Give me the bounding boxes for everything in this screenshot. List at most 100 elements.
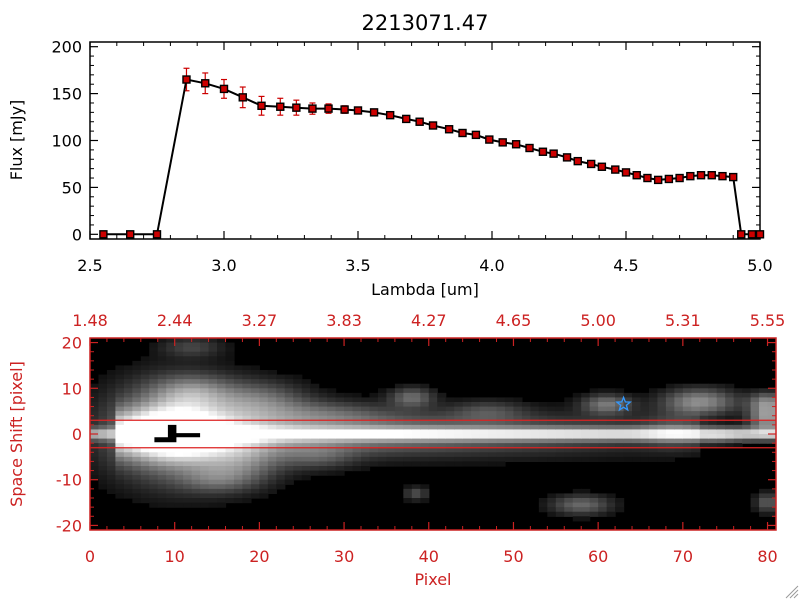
heatmap-cell <box>166 365 176 371</box>
heatmap-cell <box>598 511 608 517</box>
heatmap-cell <box>208 383 218 389</box>
heatmap-cell <box>166 392 176 399</box>
heatmap-cell <box>623 415 633 421</box>
heatmap-cell <box>581 502 591 508</box>
heatmap-cell <box>310 411 320 417</box>
heatmap-cell <box>369 424 379 431</box>
heatmap-cell <box>293 434 303 440</box>
heatmap-cell <box>606 415 616 421</box>
heatmap-cell <box>403 424 413 431</box>
heatmap-cell <box>767 498 776 504</box>
heatmap-cell <box>301 383 311 389</box>
heatmap-cell <box>90 392 100 399</box>
heatmap-cell <box>623 392 633 399</box>
heatmap-cell <box>233 424 244 431</box>
heatmap-cell <box>149 415 159 421</box>
heatmap-cell <box>521 447 531 453</box>
heatmap-cell <box>606 424 616 431</box>
heatmap-cell <box>200 484 210 490</box>
heatmap-cell <box>699 434 709 440</box>
heatmap-cell <box>632 456 642 463</box>
heatmap-cell <box>284 374 294 380</box>
heatmap-cell <box>276 456 286 463</box>
heatmap-cell <box>132 379 142 385</box>
heatmap-cell <box>225 360 235 367</box>
heatmap-cell <box>242 365 252 371</box>
heatmap-cell <box>132 484 142 490</box>
heatmap-cell <box>428 452 438 458</box>
heatmap-cell <box>750 507 760 513</box>
heatmap-cell <box>132 479 142 485</box>
heatmap-cell <box>632 452 642 458</box>
heatmap-cell <box>733 415 743 421</box>
heatmap-cell <box>513 406 523 412</box>
heatmap-cell <box>394 415 404 421</box>
heatmap-cell <box>225 402 235 408</box>
heatmap-cell <box>90 402 100 408</box>
heatmap-cell <box>479 415 489 421</box>
spectrum-plot: 2213071.47 2.5 3.0 3.5 4.0 4.5 5.0 0501001502… <box>7 11 773 299</box>
heatmap-cell <box>471 452 481 458</box>
heatmap-cell <box>598 420 608 426</box>
heatmap-cell <box>699 443 709 449</box>
heatmap-cell <box>420 406 430 412</box>
heatmap-cell <box>259 461 269 467</box>
heatmap-cell <box>598 415 608 421</box>
heatmap-cell <box>750 420 760 426</box>
heatmap-cell <box>225 461 235 467</box>
data-point <box>471 130 481 140</box>
heatmap-cell <box>352 402 362 408</box>
heatmap-cell <box>479 452 489 458</box>
heatmap-cell <box>327 388 337 394</box>
heatmap-cell <box>555 493 565 499</box>
heatmap-cell <box>267 488 277 495</box>
heatmap-cell <box>233 438 244 444</box>
heatmap-cell <box>648 452 659 458</box>
heatmap-cell <box>411 420 421 426</box>
heatmap-cell <box>106 434 117 440</box>
wavelength-tick-label: 5.31 <box>665 311 701 330</box>
heatmap-cell <box>200 498 210 504</box>
heatmap-cell <box>293 438 303 444</box>
heatmap-cell <box>259 479 269 485</box>
heatmap-cell <box>217 415 227 421</box>
heatmap-cell <box>183 461 193 467</box>
resize-grip-icon[interactable] <box>785 585 799 599</box>
heatmap-cell <box>217 466 227 472</box>
heatmap-cell <box>191 342 201 348</box>
heatmap-cell <box>267 470 277 476</box>
heatmap-cell <box>691 415 701 421</box>
heatmap-cell <box>140 429 150 435</box>
heatmap-cell <box>208 406 218 412</box>
heatmap-cell <box>200 470 210 476</box>
heatmap-cell <box>310 397 320 403</box>
heatmap-cell <box>564 511 574 517</box>
heatmap-cell <box>191 456 201 463</box>
heatmap-cell <box>259 434 269 440</box>
heatmap-cell <box>750 406 760 412</box>
heatmap-cell <box>606 511 616 517</box>
heatmap-cell <box>386 392 396 399</box>
heatmap-cell <box>208 379 218 385</box>
heatmap-cell <box>471 438 481 444</box>
heatmap-cell <box>132 438 142 444</box>
heatmap-cell <box>682 397 692 403</box>
heatmap-cell <box>115 402 125 408</box>
heatmap-cell <box>437 406 447 412</box>
heatmap-cell <box>183 379 193 385</box>
heatmap-cell <box>479 434 489 440</box>
heatmap-cell <box>259 370 269 376</box>
heatmap-cell <box>403 429 413 435</box>
heatmap-cell <box>166 342 176 348</box>
heatmap-cell <box>250 415 260 421</box>
heatmap-cell <box>344 424 354 431</box>
heatmap-cell <box>445 415 455 421</box>
heatmap-cell <box>335 415 345 421</box>
heatmap-cell <box>462 443 472 449</box>
heatmap-cell <box>598 392 608 399</box>
heatmap-cell <box>335 392 345 399</box>
heatmap-cell <box>513 411 523 417</box>
heatmap-cell <box>479 406 489 412</box>
heatmap-cell <box>217 479 227 485</box>
